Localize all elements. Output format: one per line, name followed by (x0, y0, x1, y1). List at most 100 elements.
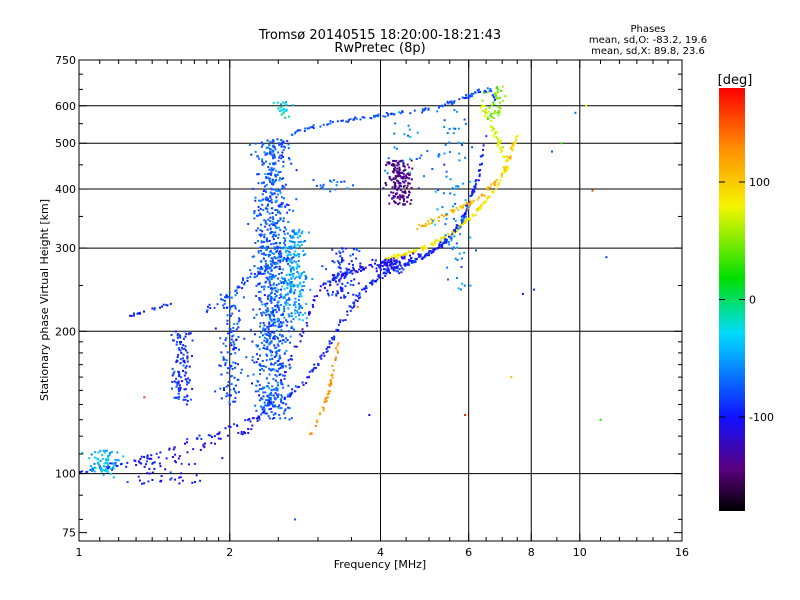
data-point (290, 315, 293, 318)
data-point (285, 258, 288, 261)
data-point (336, 329, 339, 332)
data-point (261, 230, 264, 233)
data-point (497, 138, 500, 141)
data-point (272, 234, 275, 236)
data-point (280, 276, 283, 279)
data-point (296, 233, 299, 236)
data-point (255, 409, 258, 412)
data-point (296, 311, 299, 314)
data-point (114, 461, 117, 464)
data-point (457, 185, 460, 188)
data-point (423, 246, 426, 249)
data-point (283, 111, 286, 114)
data-point (267, 313, 270, 316)
data-point (283, 278, 286, 281)
data-point (113, 464, 116, 467)
data-point (450, 100, 453, 103)
data-point (285, 108, 288, 111)
data-point (385, 269, 388, 272)
data-point (462, 217, 465, 220)
data-point (497, 140, 500, 143)
data-point (266, 302, 269, 305)
data-point (424, 107, 427, 110)
data-point (396, 267, 399, 270)
data-point (286, 211, 289, 214)
data-point (269, 351, 272, 354)
data-point (466, 206, 469, 209)
data-point (176, 356, 179, 359)
data-point (261, 158, 264, 161)
data-point (243, 431, 245, 434)
data-point (79, 471, 82, 473)
data-point (331, 274, 334, 277)
data-point (217, 437, 220, 440)
data-point (262, 285, 265, 288)
data-point (490, 120, 492, 122)
data-point (265, 267, 268, 270)
phase-stats-heading: Phases (630, 24, 665, 35)
data-point (282, 145, 285, 148)
data-point (260, 405, 262, 408)
data-point (258, 336, 261, 338)
data-point (179, 334, 182, 337)
data-point (280, 328, 283, 331)
data-point (401, 190, 404, 193)
data-point (402, 197, 405, 200)
data-point (324, 399, 327, 402)
data-point (454, 230, 457, 232)
data-point (227, 381, 230, 383)
data-point (282, 108, 285, 111)
data-point (335, 252, 338, 255)
data-point (491, 129, 493, 132)
data-point (135, 464, 138, 466)
data-point (464, 212, 467, 214)
data-point (287, 257, 290, 260)
data-point (281, 342, 284, 345)
data-point (410, 159, 413, 162)
data-point (336, 120, 339, 123)
data-point (461, 144, 463, 146)
data-point (463, 221, 466, 224)
data-point (459, 205, 462, 208)
data-point (151, 307, 154, 310)
data-point (292, 229, 295, 232)
data-point (270, 311, 272, 314)
data-point (486, 116, 489, 119)
data-point (263, 294, 266, 296)
data-point (312, 178, 315, 181)
data-point (392, 263, 395, 266)
data-point (273, 146, 276, 149)
data-point (272, 368, 274, 371)
data-point (293, 291, 296, 294)
data-point (293, 285, 296, 288)
data-point (455, 224, 458, 227)
data-point (286, 339, 289, 342)
data-point (282, 155, 284, 158)
data-point (479, 155, 482, 158)
data-point (279, 212, 282, 215)
data-point (182, 398, 185, 401)
data-point (405, 186, 408, 189)
data-point (253, 265, 256, 268)
data-point (284, 146, 287, 149)
data-point (290, 245, 293, 248)
data-point (398, 181, 401, 184)
data-point (267, 266, 270, 269)
data-point (273, 397, 276, 400)
data-point (478, 206, 481, 209)
data-point (464, 199, 467, 202)
data-point (313, 363, 316, 366)
data-point (177, 353, 180, 356)
data-point (339, 267, 342, 270)
data-point (395, 170, 398, 173)
data-point (283, 397, 286, 400)
data-point (263, 339, 266, 342)
data-point (285, 303, 288, 306)
data-point (233, 423, 235, 426)
data-point (281, 374, 284, 377)
data-point (437, 189, 440, 191)
data-point (153, 307, 156, 310)
data-point (453, 101, 455, 104)
data-point (502, 166, 505, 169)
